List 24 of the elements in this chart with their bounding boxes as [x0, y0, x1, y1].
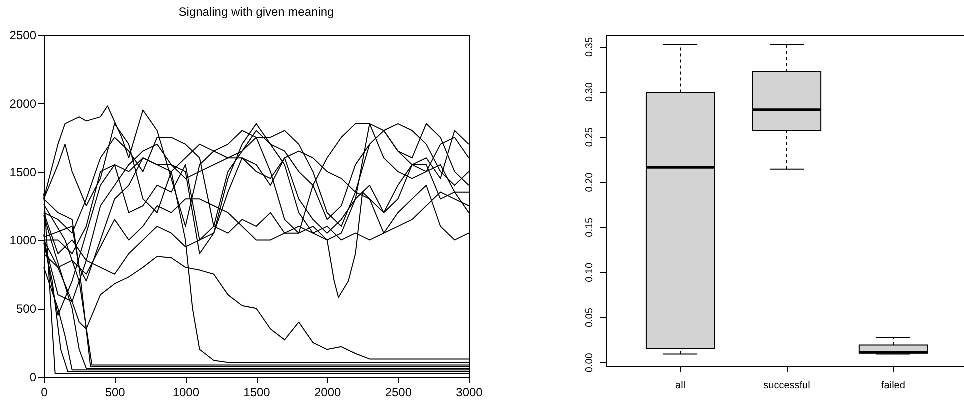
x-tick-label: 2500	[385, 386, 412, 400]
x-tick-label: all	[676, 380, 686, 392]
y-tick-label: 0.05	[584, 308, 596, 328]
y-tick-label: 2000	[10, 96, 37, 111]
x-tick-label: successful	[764, 380, 810, 392]
x-tick-label: 1500	[244, 386, 271, 400]
y-tick-label: 0.20	[584, 172, 596, 192]
y-tick-label: 0.00	[584, 352, 596, 373]
y-tick-label: 2500	[10, 28, 37, 42]
chart-title: Signaling with given meaning	[178, 5, 334, 19]
y-tick-label: 0.10	[584, 262, 596, 282]
y-tick-label: 500	[16, 302, 37, 316]
x-tick-label: 1000	[172, 386, 200, 400]
x-tick-label: 0	[41, 386, 48, 400]
x-tick-label: 3000	[456, 386, 484, 400]
y-tick-label: 0.35	[584, 37, 596, 57]
y-tick-label: 0.15	[584, 217, 596, 238]
y-tick-label: 1500	[10, 165, 37, 180]
x-tick-label: failed	[882, 380, 906, 392]
y-tick-label: 1000	[10, 234, 37, 248]
x-tick-label: 2000	[314, 386, 342, 400]
y-tick-label: 0.25	[584, 127, 596, 148]
y-tick-label: 0.30	[584, 82, 596, 102]
x-tick-label: 500	[105, 386, 126, 400]
